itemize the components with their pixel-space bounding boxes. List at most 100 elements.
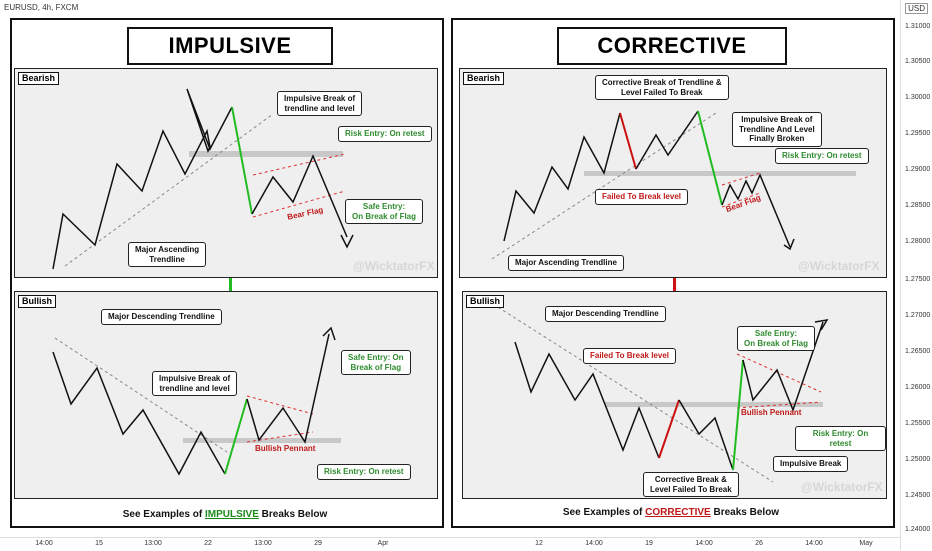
time-tick: 14:00 xyxy=(805,540,823,547)
corrective-bullish-panel: Bullish Major Descending Trendline Faile… xyxy=(462,291,887,499)
pennant-lower xyxy=(246,431,314,443)
ascending-trendline xyxy=(491,112,717,260)
arrow-head xyxy=(340,234,354,249)
panel-label-bearish: Bearish xyxy=(18,72,60,85)
price-path xyxy=(503,112,621,242)
corrective-bearish-panel: Bearish Corrective Break of Trendline & L… xyxy=(459,68,887,278)
bear-flag-upper xyxy=(721,172,761,186)
pennant-lower xyxy=(736,401,822,409)
note-risk-entry: Risk Entry: On retest xyxy=(775,148,869,164)
impulsive-bullish-chart xyxy=(52,326,341,476)
impulsive-bearish-panel: Bearish Impulsive Break of trendline and … xyxy=(14,68,438,278)
impulse-leg xyxy=(231,106,253,215)
corrective-bullish-chart xyxy=(492,303,829,483)
price-tick: 1.30500 xyxy=(905,58,931,65)
arrow-head xyxy=(783,238,795,251)
note-safe-entry: Safe Entry: On Break of Flag xyxy=(341,350,411,375)
watermark: @WicktatorFX xyxy=(798,259,880,273)
time-tick: 15 xyxy=(95,540,103,547)
price-path xyxy=(52,351,226,476)
corrective-connector-line xyxy=(673,277,676,291)
time-tick: 13:00 xyxy=(254,540,272,547)
price-path-after xyxy=(246,333,330,444)
time-tick: 14:00 xyxy=(695,540,713,547)
bear-flag-lower xyxy=(721,192,761,208)
watermark: @WicktatorFX xyxy=(801,480,883,494)
time-tick: 22 xyxy=(204,540,212,547)
key-level-zone xyxy=(605,402,823,407)
descending-trendline xyxy=(492,303,774,483)
time-tick: May xyxy=(859,540,873,547)
price-tick: 1.26000 xyxy=(905,384,931,391)
note-impulsive-break: Impulsive Break of Trendline And Level Fin… xyxy=(732,112,822,147)
price-tick: 1.29500 xyxy=(905,130,931,137)
price-path xyxy=(514,341,660,459)
price-tick: 1.25500 xyxy=(905,420,931,427)
corrective-caption: See Examples of CORRECTIVE Breaks Below xyxy=(562,507,780,518)
watermark: @WicktatorFX xyxy=(353,259,435,273)
price-tick: 1.26500 xyxy=(905,348,931,355)
impulsive-caption: See Examples of IMPULSIVE Breaks Below xyxy=(122,509,328,520)
note-safe-entry: Safe Entry: On Break of Flag xyxy=(737,326,816,351)
price-path-mid xyxy=(678,399,734,471)
symbol-label[interactable]: EURUSD, 4h, FXCM xyxy=(4,3,79,12)
note-descending-trendline: Major Descending Trendline xyxy=(101,309,222,325)
note-failed-to-break: Failed To Break level xyxy=(583,348,676,364)
time-tick: 19 xyxy=(645,540,653,547)
note-ascending-trendline: Major Ascending Trendline xyxy=(508,255,624,271)
note-impulsive-break: Impulsive Break of trendline and level xyxy=(277,91,363,116)
impulse-leg xyxy=(697,110,723,206)
note-risk-entry: Risk Entry: On retest xyxy=(795,426,886,451)
impulsive-break-title: IMPULSIVE BREAK xyxy=(127,27,333,92)
key-level-zone xyxy=(183,438,341,443)
note-corrective-break: Corrective Break & Level Failed To Break xyxy=(643,472,739,497)
corrective-break-title: CORRECTIVE BREAK xyxy=(557,27,787,92)
time-tick: Apr xyxy=(377,540,389,547)
panel-label-bullish: Bullish xyxy=(18,295,57,308)
ascending-trendline xyxy=(64,113,274,267)
time-tick: 14:00 xyxy=(585,540,603,547)
note-failed-to-break: Failed To Break level xyxy=(595,189,688,205)
corrective-leg xyxy=(658,399,680,459)
price-path-mid xyxy=(635,110,699,170)
price-path-after xyxy=(742,321,824,413)
note-risk-entry: Risk Entry: On retest xyxy=(317,464,411,480)
price-tick: 1.25000 xyxy=(905,456,931,463)
price-tick: 1.28500 xyxy=(905,202,931,209)
time-tick: 14:00 xyxy=(35,540,53,547)
impulse-connector-line xyxy=(229,277,232,291)
price-tick: 1.28000 xyxy=(905,238,931,245)
price-tick: 1.24000 xyxy=(905,526,931,533)
price-tick: 1.24500 xyxy=(905,492,931,499)
panel-label-bullish: Bullish xyxy=(466,295,505,308)
arrow-head xyxy=(814,318,829,331)
bullish-pennant-label: Bullish Pennant xyxy=(255,444,316,453)
corrective-leg xyxy=(619,112,637,170)
corrective-bearish-chart xyxy=(491,110,856,260)
price-path-top xyxy=(186,88,233,153)
time-axis[interactable]: 14:00 15 13:00 22 13:00 29 Apr 12 14:00 … xyxy=(0,537,900,551)
price-path-after xyxy=(721,173,791,248)
currency-label[interactable]: USD xyxy=(905,3,928,14)
time-tick: 26 xyxy=(755,540,763,547)
price-path xyxy=(52,128,211,270)
impulse-leg xyxy=(224,398,248,475)
impulse-leg xyxy=(732,359,744,471)
note-ascending-trendline: Major Ascending Trendline xyxy=(128,242,207,267)
panel-label-bearish: Bearish xyxy=(463,72,505,85)
time-tick: 29 xyxy=(314,540,322,547)
arrow-head xyxy=(322,326,336,341)
note-impulsive-break: Impulsive Break of trendline and level xyxy=(152,371,238,396)
note-descending-trendline: Major Descending Trendline xyxy=(545,306,666,322)
descending-trendline xyxy=(54,337,228,453)
price-path-after xyxy=(251,154,348,238)
key-level-zone xyxy=(189,151,343,157)
price-axis[interactable]: 1.31000 1.30500 1.30000 1.29500 1.29000 … xyxy=(900,0,932,550)
note-impulsive-break: Impulsive Break xyxy=(773,456,849,472)
key-level-zone xyxy=(584,171,856,176)
bear-flag-upper xyxy=(252,153,346,176)
price-tick: 1.29000 xyxy=(905,166,931,173)
note-safe-entry: Safe Entry: On Break of Flag xyxy=(345,199,424,224)
bullish-pennant-label: Bullish Pennant xyxy=(741,408,802,417)
time-tick: 12 xyxy=(535,540,543,547)
